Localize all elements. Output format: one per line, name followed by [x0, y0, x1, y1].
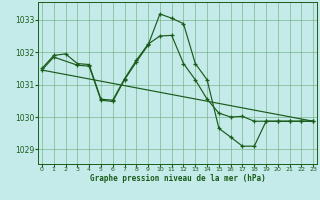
X-axis label: Graphe pression niveau de la mer (hPa): Graphe pression niveau de la mer (hPa) — [90, 174, 266, 183]
